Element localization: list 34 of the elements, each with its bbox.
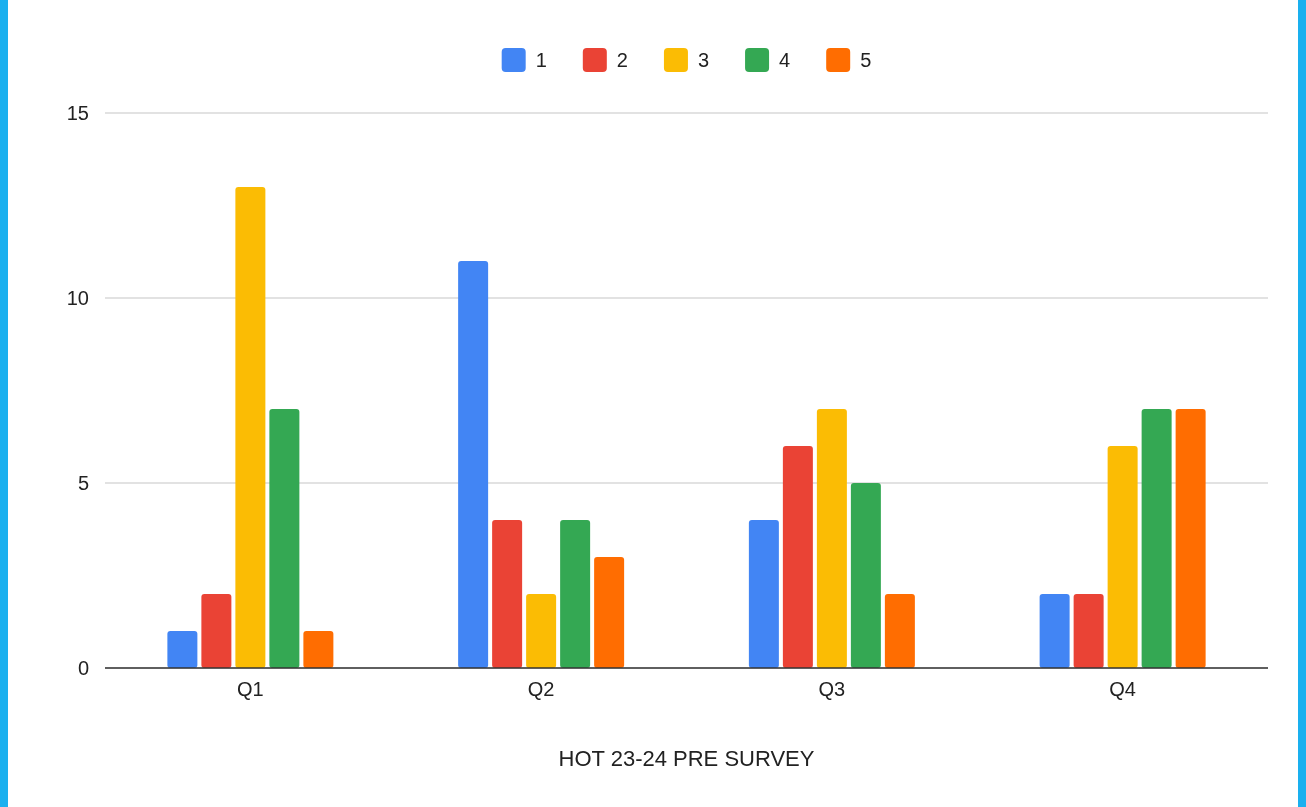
x-tick-label: Q3 [818,678,846,701]
legend-label: 4 [779,49,791,71]
bar [303,631,334,668]
legend-label: 5 [860,49,872,71]
bar [560,520,591,668]
x-tick-label: Q1 [237,678,264,701]
bar [167,631,198,668]
bar [1073,594,1104,668]
bar [1175,409,1206,668]
bar [594,557,625,668]
bar [1107,446,1138,668]
x-tick-label: Q2 [527,678,555,701]
bar [816,409,847,668]
x-axis-title: HOT 23-24 PRE SURVEY [558,746,815,771]
bar [492,520,523,668]
bar [884,594,915,668]
bar [748,520,779,668]
bar [458,261,489,668]
bar [850,483,881,668]
y-tick-label: 0 [77,656,89,679]
y-tick-label: 10 [66,286,89,309]
legend-label: 3 [697,49,710,71]
bar [1039,594,1070,668]
bar [269,409,300,668]
y-tick-label: 15 [66,101,89,124]
bar [235,187,266,668]
legend-label: 1 [535,49,547,71]
x-tick-label: Q4 [1109,678,1136,701]
bar [526,594,557,668]
bar [201,594,232,668]
y-tick-label: 5 [77,471,89,494]
bar [782,446,813,668]
legend-label: 2 [616,49,628,71]
bar [1141,409,1172,668]
